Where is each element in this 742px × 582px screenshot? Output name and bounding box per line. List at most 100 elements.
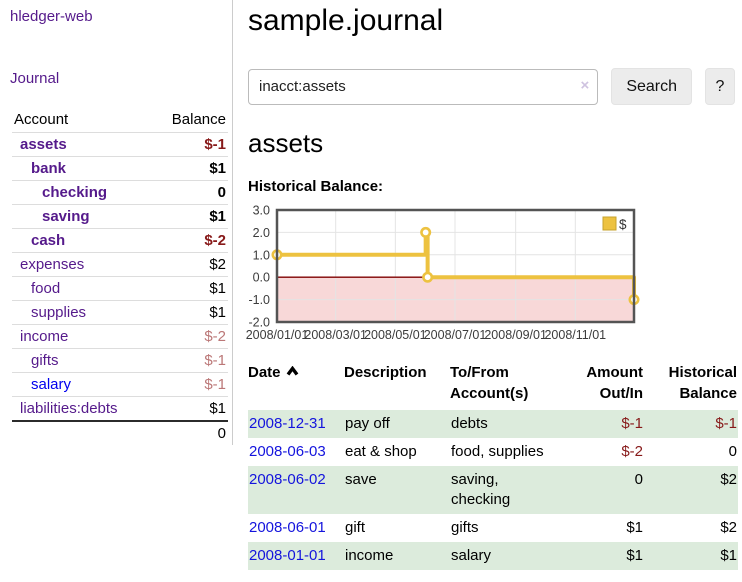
account-balance: $1 bbox=[151, 277, 228, 301]
transaction-date-link[interactable]: 2008-06-02 bbox=[249, 471, 326, 488]
table-row: 2008-12-31 pay off debts $-1 $-1 bbox=[248, 410, 738, 438]
sidebar: hledger-web Journal Account Balance asse… bbox=[0, 0, 233, 445]
account-balance: $-1 bbox=[151, 349, 228, 373]
transaction-amount: $1 bbox=[558, 514, 644, 542]
hledger-web-page: hledger-web Journal Account Balance asse… bbox=[0, 0, 742, 582]
transaction-date-link[interactable]: 2008-06-01 bbox=[249, 519, 326, 536]
svg-text:0.0: 0.0 bbox=[253, 271, 270, 285]
table-row: 2008-06-01 gift gifts $1 $2 bbox=[248, 514, 738, 542]
chart-title: Historical Balance: bbox=[248, 178, 735, 195]
svg-text:2008/03/01: 2008/03/01 bbox=[304, 328, 367, 342]
transaction-description: eat & shop bbox=[344, 438, 450, 466]
search-bar: × Search ? bbox=[248, 68, 735, 105]
accounts-total-balance: 0 bbox=[151, 421, 228, 445]
accounts-header-balance: Balance bbox=[151, 108, 228, 133]
account-row: checking 0 bbox=[12, 181, 228, 205]
transaction-accounts: saving, checking bbox=[450, 466, 558, 514]
svg-text:1.0: 1.0 bbox=[253, 248, 270, 262]
account-link-food[interactable]: food bbox=[31, 280, 60, 297]
account-link-salary[interactable]: salary bbox=[31, 376, 71, 393]
account-balance: $-1 bbox=[151, 373, 228, 397]
svg-text:2008/01/01: 2008/01/01 bbox=[246, 328, 309, 342]
transaction-accounts: food, supplies bbox=[450, 438, 558, 466]
register-header-description: Description bbox=[344, 360, 450, 410]
transaction-date-link[interactable]: 2008-12-31 bbox=[249, 415, 326, 432]
account-row: expenses $2 bbox=[12, 253, 228, 277]
transaction-balance: $-1 bbox=[644, 410, 738, 438]
transaction-balance: 0 bbox=[644, 438, 738, 466]
transaction-description: income bbox=[344, 542, 450, 570]
account-link-gifts[interactable]: gifts bbox=[31, 352, 59, 369]
svg-text:2008/05/01: 2008/05/01 bbox=[364, 328, 427, 342]
help-button[interactable]: ? bbox=[705, 68, 735, 105]
transaction-description: save bbox=[344, 466, 450, 514]
search-button[interactable]: Search bbox=[611, 68, 692, 105]
account-row: liabilities:debts $1 bbox=[12, 397, 228, 422]
account-row: salary $-1 bbox=[12, 373, 228, 397]
register-table: Date Description To/From Account(s) Amou… bbox=[248, 360, 738, 570]
sort-ascending-icon bbox=[286, 362, 299, 383]
svg-text:2.0: 2.0 bbox=[253, 226, 270, 240]
transaction-amount: $1 bbox=[558, 542, 644, 570]
table-row: 2008-06-03 eat & shop food, supplies $-2… bbox=[248, 438, 738, 466]
main-content: sample.journal × Search ? assets Histori… bbox=[233, 0, 742, 570]
clear-search-icon[interactable]: × bbox=[581, 77, 590, 94]
account-link-liabilities-debts[interactable]: liabilities:debts bbox=[20, 400, 118, 417]
account-link-income[interactable]: income bbox=[20, 328, 68, 345]
transaction-description: pay off bbox=[344, 410, 450, 438]
account-balance: $2 bbox=[151, 253, 228, 277]
account-balance: $-2 bbox=[151, 325, 228, 349]
transaction-amount: 0 bbox=[558, 466, 644, 514]
account-balance: $-2 bbox=[151, 229, 228, 253]
search-input[interactable] bbox=[248, 69, 598, 105]
transaction-balance: $2 bbox=[644, 466, 738, 514]
account-link-assets[interactable]: assets bbox=[20, 136, 67, 153]
table-row: 2008-06-02 save saving, checking 0 $2 bbox=[248, 466, 738, 514]
register-header-balance: Historical Balance bbox=[644, 360, 738, 410]
account-row: bank $1 bbox=[12, 157, 228, 181]
transaction-date-link[interactable]: 2008-06-03 bbox=[249, 443, 326, 460]
svg-text:2008/11/01: 2008/11/01 bbox=[544, 328, 606, 342]
account-balance: $1 bbox=[151, 301, 228, 325]
account-link-checking[interactable]: checking bbox=[42, 184, 107, 201]
page-title: sample.journal bbox=[248, 4, 735, 38]
account-row: assets $-1 bbox=[12, 133, 228, 157]
svg-text:2008/07/01: 2008/07/01 bbox=[424, 328, 487, 342]
account-balance: $1 bbox=[151, 397, 228, 422]
account-link-supplies[interactable]: supplies bbox=[31, 304, 86, 321]
transaction-description: gift bbox=[344, 514, 450, 542]
account-row: saving $1 bbox=[12, 205, 228, 229]
transaction-accounts: salary bbox=[450, 542, 558, 570]
account-balance: $1 bbox=[151, 205, 228, 229]
svg-text:3.0: 3.0 bbox=[253, 204, 270, 218]
account-balance: $-1 bbox=[151, 133, 228, 157]
register-header-amount: Amount Out/In bbox=[558, 360, 644, 410]
transaction-accounts: gifts bbox=[450, 514, 558, 542]
account-link-saving[interactable]: saving bbox=[42, 208, 90, 225]
account-heading: assets bbox=[248, 128, 735, 159]
register-header-accounts: To/From Account(s) bbox=[450, 360, 558, 410]
accounts-header-account: Account bbox=[12, 108, 151, 133]
sidebar-item-journal[interactable]: Journal bbox=[10, 70, 59, 87]
account-row: income $-2 bbox=[12, 325, 228, 349]
transaction-date-link[interactable]: 2008-01-01 bbox=[249, 547, 326, 564]
register-header-date[interactable]: Date bbox=[248, 360, 344, 410]
account-row: cash $-2 bbox=[12, 229, 228, 253]
account-balance: $1 bbox=[151, 157, 228, 181]
transaction-balance: $2 bbox=[644, 514, 738, 542]
account-link-expenses[interactable]: expenses bbox=[20, 256, 84, 273]
svg-text:$: $ bbox=[619, 217, 627, 232]
accounts-total-row: 0 bbox=[12, 421, 228, 445]
accounts-table: Account Balance assets $-1 bank $1 check… bbox=[12, 108, 228, 445]
transaction-amount: $-1 bbox=[558, 410, 644, 438]
account-row: food $1 bbox=[12, 277, 228, 301]
transaction-accounts: debts bbox=[450, 410, 558, 438]
account-balance: 0 bbox=[151, 181, 228, 205]
account-row: supplies $1 bbox=[12, 301, 228, 325]
account-link-bank[interactable]: bank bbox=[31, 160, 66, 177]
account-row: gifts $-1 bbox=[12, 349, 228, 373]
svg-text:-1.0: -1.0 bbox=[248, 293, 270, 307]
app-title-link[interactable]: hledger-web bbox=[10, 8, 93, 25]
account-link-cash[interactable]: cash bbox=[31, 232, 65, 249]
table-row: 2008-01-01 income salary $1 $1 bbox=[248, 542, 738, 570]
